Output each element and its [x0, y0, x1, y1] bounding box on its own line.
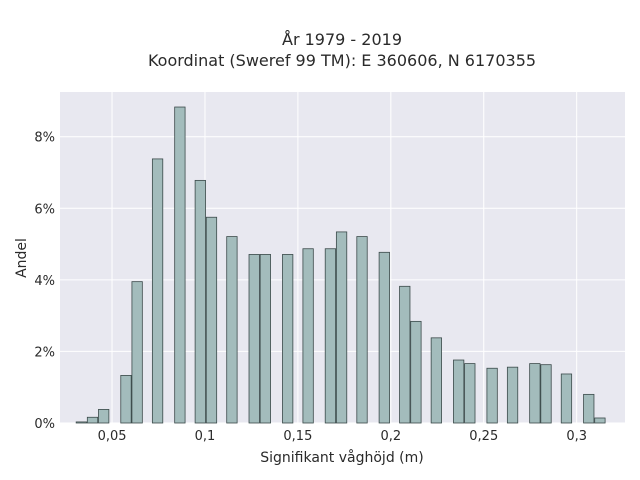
y-tick-label: 4% — [34, 274, 55, 289]
chart-title-line1: År 1979 - 2019 — [282, 30, 402, 49]
x-tick-label: 0,1 — [195, 429, 216, 444]
histogram-bar — [259, 254, 271, 424]
histogram-bar — [226, 236, 238, 424]
chart-title-line2: Koordinat (Sweref 99 TM): E 360606, N 61… — [148, 51, 536, 70]
histogram-bar — [410, 320, 422, 424]
y-axis-ticks: 0% 2% 4% 6% 8% — [34, 131, 55, 432]
histogram-bar — [540, 364, 552, 424]
histogram-bar — [430, 337, 442, 424]
histogram-bar — [529, 363, 541, 424]
histogram-bar — [324, 248, 337, 424]
histogram-bar — [583, 393, 595, 424]
x-tick-label: 0,2 — [380, 429, 401, 444]
histogram-bar — [399, 285, 411, 424]
histogram-bar — [453, 359, 465, 424]
histogram-bar — [356, 236, 368, 424]
histogram-bar — [120, 375, 132, 424]
x-axis-ticks: 0,05 0,1 0,15 0,2 0,25 0,3 — [98, 429, 587, 444]
y-tick-label: 0% — [34, 417, 55, 432]
histogram-bar — [131, 281, 143, 424]
histogram-bar — [594, 417, 606, 424]
histogram-bar — [248, 254, 260, 424]
x-tick-label: 0,25 — [469, 429, 498, 444]
histogram-bar — [75, 421, 87, 424]
x-tick-label: 0,3 — [566, 429, 587, 444]
histogram-bar — [486, 367, 498, 424]
y-tick-label: 8% — [34, 131, 55, 146]
histogram-bar — [506, 366, 519, 424]
histogram-bar — [151, 158, 164, 424]
histogram-bar — [194, 179, 206, 424]
histogram-bar — [86, 416, 99, 424]
histogram-bar — [464, 363, 476, 424]
x-tick-label: 0,05 — [98, 429, 127, 444]
histogram-bar — [98, 409, 110, 424]
histogram-bar — [302, 248, 314, 424]
x-axis-label: Signifikant våghöjd (m) — [260, 449, 423, 466]
histogram-bar — [378, 251, 390, 424]
histogram-bar — [205, 216, 218, 424]
y-tick-label: 6% — [34, 202, 55, 217]
y-axis-label: Andel — [14, 238, 30, 278]
bars — [75, 106, 606, 424]
histogram-bar — [560, 373, 573, 424]
histogram-bar — [335, 231, 348, 424]
histogram-bar — [174, 106, 186, 424]
histogram-bar — [282, 254, 294, 424]
y-tick-label: 2% — [34, 345, 55, 360]
x-tick-label: 0,15 — [283, 429, 312, 444]
